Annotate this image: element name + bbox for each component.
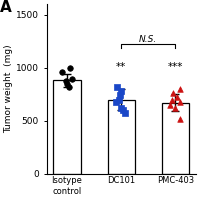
Point — [122, 108, 125, 112]
Point — [179, 100, 182, 103]
Y-axis label: Tumor weight  (mg): Tumor weight (mg) — [4, 45, 13, 133]
Point — [120, 106, 123, 110]
Point — [120, 89, 123, 93]
Text: A: A — [0, 0, 12, 15]
Bar — [108, 100, 135, 174]
Text: N.S.: N.S. — [139, 35, 157, 44]
Point — [175, 96, 178, 99]
Point — [71, 78, 74, 81]
Point — [118, 94, 122, 97]
Point — [179, 117, 182, 120]
Bar — [162, 103, 189, 174]
Point — [66, 82, 69, 85]
Point — [117, 98, 120, 101]
Point — [115, 100, 118, 103]
Point — [68, 66, 72, 69]
Text: ***: *** — [168, 62, 183, 72]
Point — [171, 98, 174, 101]
Point — [169, 103, 172, 106]
Point — [68, 85, 71, 88]
Point — [65, 80, 68, 83]
Bar — [53, 80, 81, 174]
Point — [172, 92, 175, 95]
Point — [178, 87, 182, 91]
Point — [173, 106, 177, 110]
Point — [123, 112, 126, 115]
Text: **: ** — [116, 62, 126, 72]
Point — [61, 70, 64, 74]
Point — [115, 85, 118, 88]
